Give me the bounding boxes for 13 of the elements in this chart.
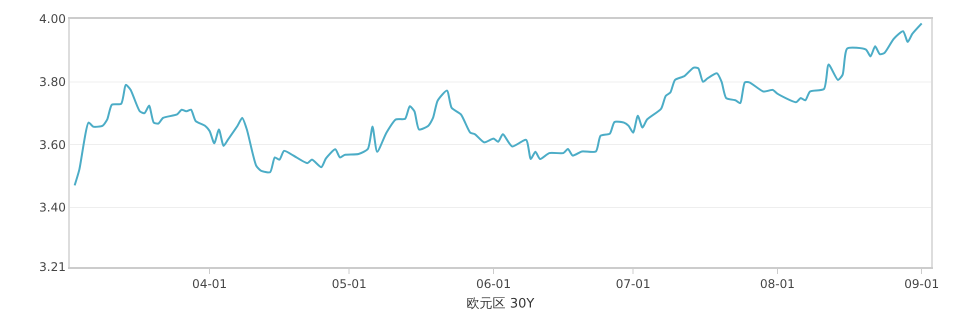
- y-tick-label: 3.40: [39, 200, 66, 215]
- x-tick-label: 06-01: [476, 277, 511, 292]
- x-tick-label: 07-01: [616, 277, 651, 292]
- y-tick-label: 3.80: [39, 74, 66, 89]
- x-tick-label: 05-01: [332, 277, 367, 292]
- y-tick-label: 4.00: [39, 12, 66, 26]
- y-tick-label: 3.60: [39, 138, 66, 152]
- x-axis-title: 欧元区 30Y: [466, 296, 534, 312]
- x-tick-label: 09-01: [904, 277, 940, 292]
- line-series: [74, 22, 923, 186]
- x-tick-label: 08-01: [760, 277, 795, 292]
- x-tick-label: 04-01: [192, 277, 228, 292]
- y-tick-label: 3.21: [39, 260, 66, 274]
